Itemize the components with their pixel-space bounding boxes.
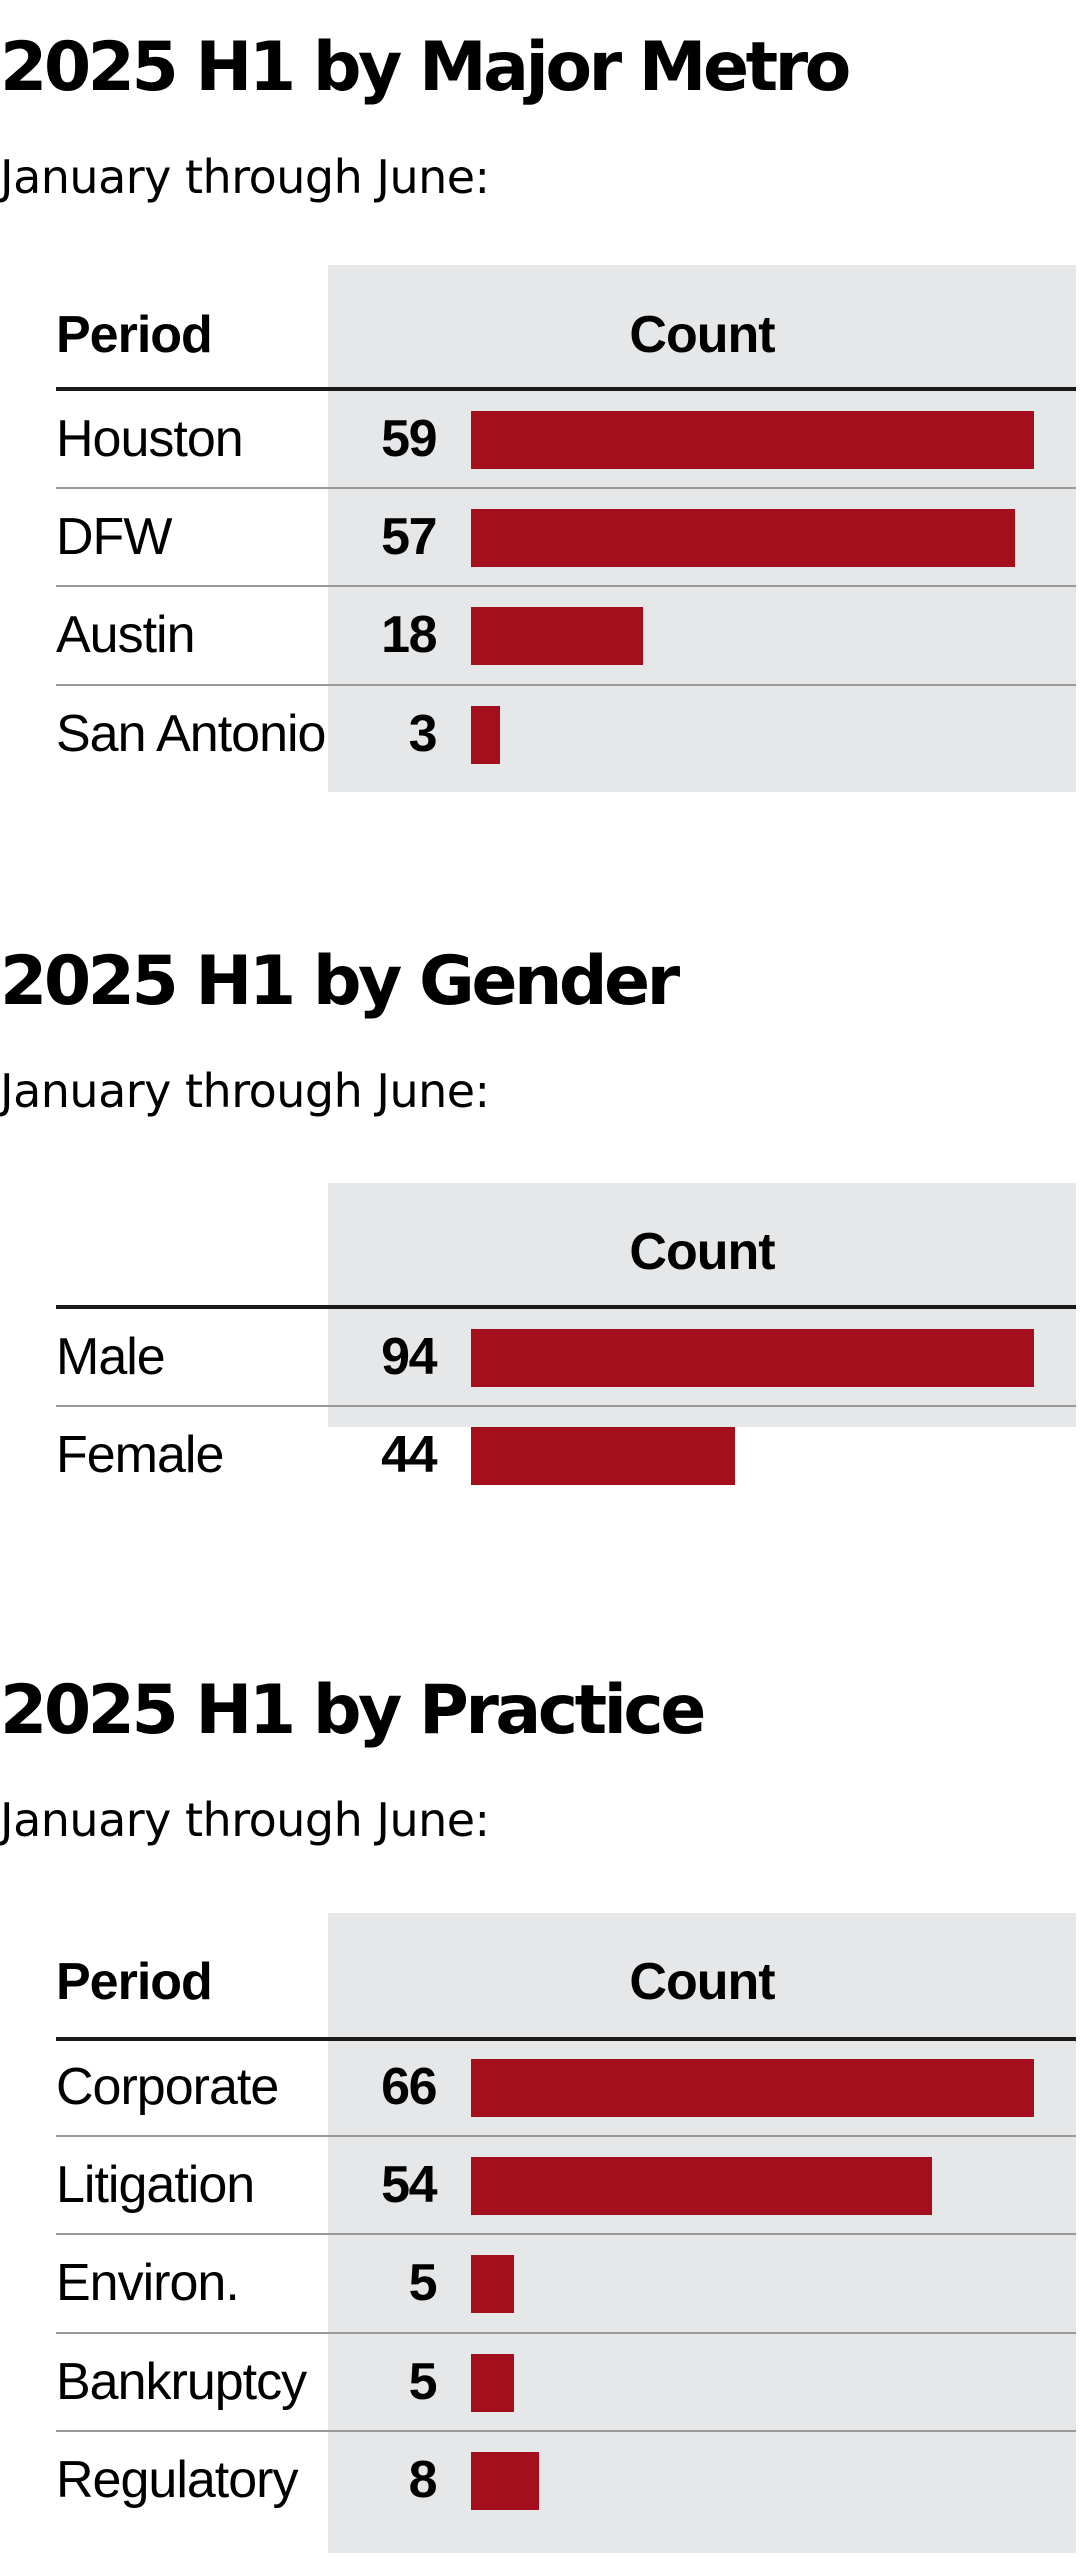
- category-header: Period: [56, 1953, 213, 2011]
- category-label: Litigation: [56, 2156, 255, 2214]
- chart-title: 2025 H1 by Major Metro: [0, 28, 851, 107]
- bar: [471, 607, 643, 665]
- bar: [471, 1427, 735, 1485]
- category-label: Bankruptcy: [56, 2353, 307, 2411]
- data-label: 94: [381, 1328, 437, 1386]
- chart-practice: 2025 H1 by Practice January through June…: [0, 1640, 1083, 2560]
- bar: [471, 2059, 1034, 2117]
- row-divider: [56, 487, 1076, 489]
- category-header: Period: [56, 306, 213, 364]
- category-label: DFW: [56, 508, 172, 566]
- value-header: Count: [629, 306, 775, 364]
- data-label: 3: [408, 705, 438, 763]
- bar: [471, 2157, 932, 2215]
- row-divider: [56, 2332, 1076, 2334]
- row-divider: [56, 2135, 1076, 2137]
- chart-title: 2025 H1 by Gender: [0, 942, 680, 1021]
- chart-title: 2025 H1 by Practice: [0, 1671, 706, 1750]
- chart-major-metro: 2025 H1 by Major Metro January through J…: [0, 0, 1083, 800]
- header-rule: [56, 1305, 1076, 1309]
- chart-gender: 2025 H1 by Gender January through June: …: [0, 900, 1083, 1540]
- chart-subtitle: January through June:: [0, 1793, 490, 1847]
- chart-subtitle: January through June:: [0, 1064, 490, 1118]
- bar: [471, 411, 1034, 469]
- data-label: 8: [408, 2451, 438, 2509]
- category-label: Female: [56, 1426, 224, 1484]
- data-label: 18: [381, 606, 437, 664]
- data-label: 59: [381, 410, 437, 468]
- bar: [471, 2354, 514, 2412]
- bar: [471, 706, 500, 764]
- category-label: Austin: [56, 606, 196, 664]
- bar: [471, 2255, 514, 2313]
- category-label: Male: [56, 1328, 166, 1386]
- category-label: Houston: [56, 410, 244, 468]
- chart-subtitle: January through June:: [0, 150, 490, 204]
- value-header: Count: [629, 1223, 775, 1281]
- data-label: 66: [381, 2058, 437, 2116]
- category-label: Environ.: [56, 2254, 240, 2312]
- row-divider: [56, 2233, 1076, 2235]
- row-divider: [56, 585, 1076, 587]
- data-label: 54: [381, 2156, 437, 2214]
- category-label: Regulatory: [56, 2451, 298, 2509]
- header-rule: [56, 387, 1076, 391]
- bar: [471, 509, 1015, 567]
- value-header: Count: [629, 1953, 775, 2011]
- header-rule: [56, 2037, 1076, 2041]
- data-label: 44: [381, 1426, 437, 1484]
- bar: [471, 1329, 1034, 1387]
- row-divider: [56, 1405, 1076, 1407]
- row-divider: [56, 684, 1076, 686]
- data-label: 5: [408, 2353, 438, 2411]
- data-label: 57: [381, 508, 437, 566]
- category-label: San Antonio: [56, 705, 326, 763]
- row-divider: [56, 2430, 1076, 2432]
- category-label: Corporate: [56, 2058, 279, 2116]
- bar: [471, 2452, 540, 2510]
- data-label: 5: [408, 2254, 438, 2312]
